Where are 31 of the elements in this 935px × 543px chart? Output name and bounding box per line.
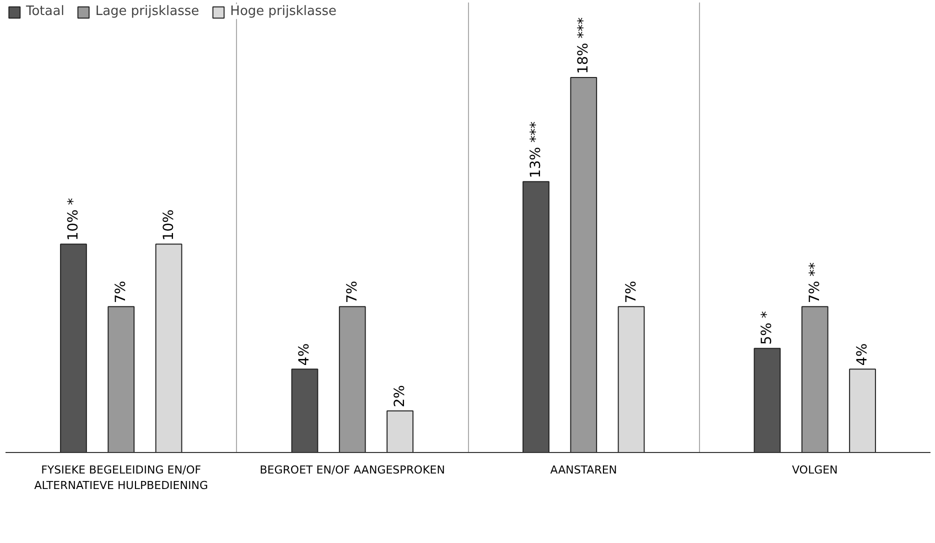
- data-label: 2%: [392, 385, 408, 408]
- bar: [338, 306, 366, 452]
- bar: [801, 306, 828, 452]
- x-tick-label: VOLGEN: [792, 464, 838, 476]
- data-label: 13% ***: [528, 121, 544, 178]
- data-label: 7%: [623, 280, 640, 304]
- bar: [849, 368, 876, 452]
- bar: [522, 181, 550, 452]
- data-label: 7%: [113, 280, 130, 304]
- data-label: 10%: [160, 209, 177, 241]
- data-label: 5% *: [759, 311, 776, 345]
- x-tick-label: BEGROET EN/OF AANGESPROKEN: [260, 464, 445, 476]
- x-tick-label: FYSIEKE BEGELEIDING EN/OF ALTERNATIEVE HULPBEDIENING: [34, 464, 208, 492]
- bar: [155, 244, 182, 452]
- data-label: 10% *: [65, 198, 82, 241]
- legend-label: Totaal: [26, 4, 64, 19]
- bar: [754, 348, 781, 452]
- data-label: 7% **: [806, 262, 823, 304]
- data-label: 7%: [344, 280, 360, 304]
- legend-label: Lage prijsklasse: [95, 4, 200, 19]
- bar: [618, 306, 645, 452]
- data-label: 4%: [296, 343, 313, 366]
- data-label: 4%: [854, 343, 871, 366]
- x-tick-label: AANSTAREN: [550, 464, 618, 476]
- bar: [570, 77, 598, 452]
- bar: [386, 410, 414, 452]
- data-label: 18% ***: [576, 17, 592, 74]
- bar: [291, 368, 318, 452]
- legend-label: Hoge prijsklasse: [230, 4, 337, 19]
- bar: [60, 244, 87, 452]
- bar: [108, 306, 135, 452]
